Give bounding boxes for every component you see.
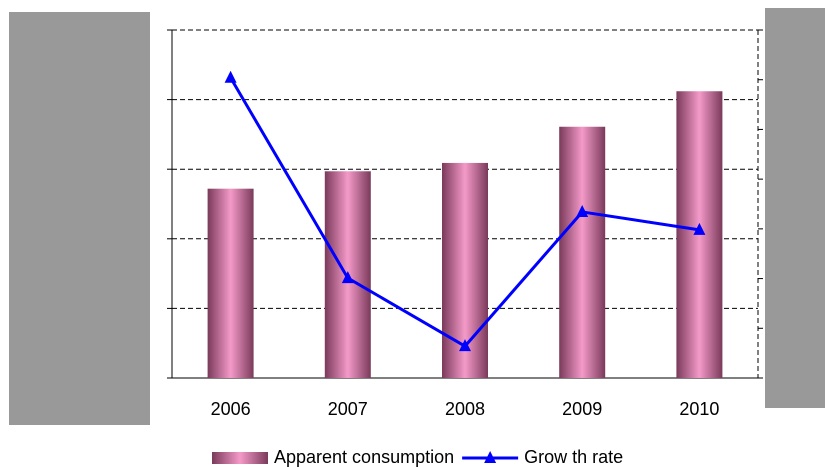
marker [341, 271, 354, 284]
mask-right [765, 8, 825, 408]
legend-swatch [212, 452, 268, 464]
marker [576, 204, 589, 217]
x-tick-label: 2007 [328, 399, 368, 419]
legend-label: Grow th rate [524, 447, 623, 467]
marker [224, 70, 237, 83]
bar [207, 188, 254, 378]
x-tick-label: 2009 [562, 399, 602, 419]
marker [693, 222, 706, 235]
marker [459, 339, 471, 352]
x-tick-label: 2008 [445, 399, 485, 419]
x-tick-label: 2010 [679, 399, 719, 419]
x-tick-label: 2006 [211, 399, 251, 419]
bar [559, 126, 606, 378]
legend-marker [484, 451, 497, 463]
mask-left [9, 12, 150, 425]
legend-label: Apparent consumption [274, 447, 454, 467]
